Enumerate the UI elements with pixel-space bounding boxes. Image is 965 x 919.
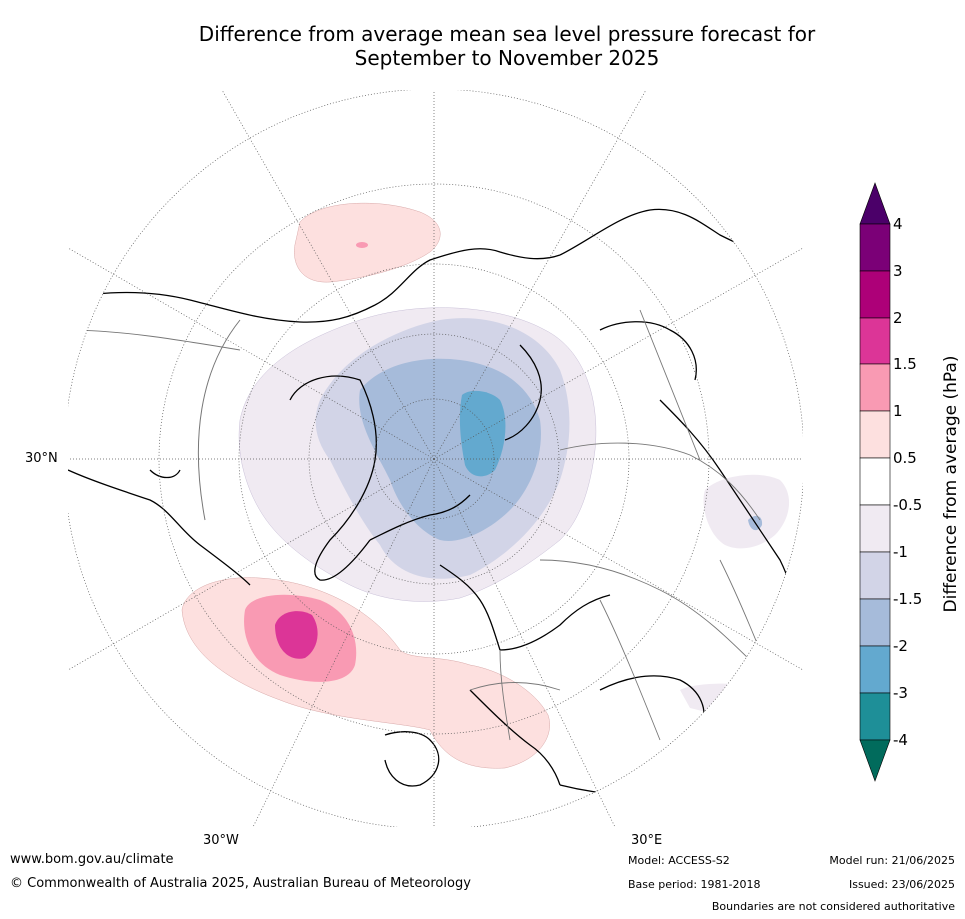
model-text: Model: ACCESS-S2 xyxy=(628,854,730,867)
colorbar-title: Difference from average (hPa) xyxy=(941,355,961,613)
colorbar-bin-0_5-1 xyxy=(859,410,891,459)
colorbar-tick: -0.5 xyxy=(893,496,923,514)
colorbar xyxy=(859,182,891,782)
title-line-2: September to November 2025 xyxy=(354,46,660,70)
base-period-text: Base period: 1981-2018 xyxy=(628,878,761,891)
lon-label-30w: 30°W xyxy=(203,833,239,848)
anomaly-region-positive-atlantic xyxy=(181,577,550,769)
disclaimer-text: Boundaries are not considered authoritat… xyxy=(711,900,955,913)
colorbar-tick: 2 xyxy=(893,309,903,327)
colorbar-tick: 0.5 xyxy=(893,449,917,467)
colorbar-tick: 4 xyxy=(893,215,903,233)
copyright-text: © Commonwealth of Australia 2025, Austra… xyxy=(10,876,471,891)
website-link[interactable]: www.bom.gov.au/climate xyxy=(10,852,174,867)
colorbar-bin-2-3 xyxy=(859,270,891,319)
lat-label-30n: 30°N xyxy=(25,451,58,466)
anomaly-region-negative-asia xyxy=(703,474,790,549)
colorbar-tick: -1.5 xyxy=(893,590,923,608)
colorbar-top-arrow xyxy=(859,182,891,225)
colorbar-bin-neg2-neg3 xyxy=(859,645,891,694)
colorbar-bin-1-1_5 xyxy=(859,363,891,412)
colorbar-tick: 3 xyxy=(893,262,903,280)
anomaly-region-negative-siberia xyxy=(743,188,803,291)
anomaly-region-negative-south xyxy=(680,683,800,721)
colorbar-bin-neg1-neg1_5 xyxy=(859,551,891,600)
colorbar-bin-neg3-neg4 xyxy=(859,692,891,741)
issued-text: Issued: 23/06/2025 xyxy=(848,878,955,891)
anomaly-region-positive-pacific-core xyxy=(356,242,368,248)
graticule xyxy=(68,90,803,827)
colorbar-bin-neutral xyxy=(859,457,891,506)
colorbar-tick: 1 xyxy=(893,402,903,420)
title-line-1: Difference from average mean sea level p… xyxy=(198,22,816,46)
colorbar-bin-neg1_5-neg2 xyxy=(859,598,891,647)
colorbar-tick: 1.5 xyxy=(893,355,917,373)
national-borders xyxy=(68,309,781,741)
colorbar-tick: -2 xyxy=(893,637,908,655)
anomaly-region-positive-atlantic-core xyxy=(275,611,318,659)
colorbar-bin-3-4 xyxy=(859,223,891,272)
colorbar-tick: -1 xyxy=(893,543,908,561)
map-title: Difference from average mean sea level p… xyxy=(0,22,965,70)
lon-label-30e: 30°E xyxy=(631,833,663,848)
meridian-arc xyxy=(197,319,241,521)
model-run-text: Model run: 21/06/2025 xyxy=(829,854,955,867)
colorbar-bottom-arrow xyxy=(859,739,891,782)
anomaly-region-positive-pacific xyxy=(294,202,441,283)
colorbar-tick: -3 xyxy=(893,684,908,702)
colorbar-bin-neg0_5-neg1 xyxy=(859,504,891,553)
colorbar-tick: -4 xyxy=(893,731,908,749)
colorbar-bin-1_5-2 xyxy=(859,317,891,365)
